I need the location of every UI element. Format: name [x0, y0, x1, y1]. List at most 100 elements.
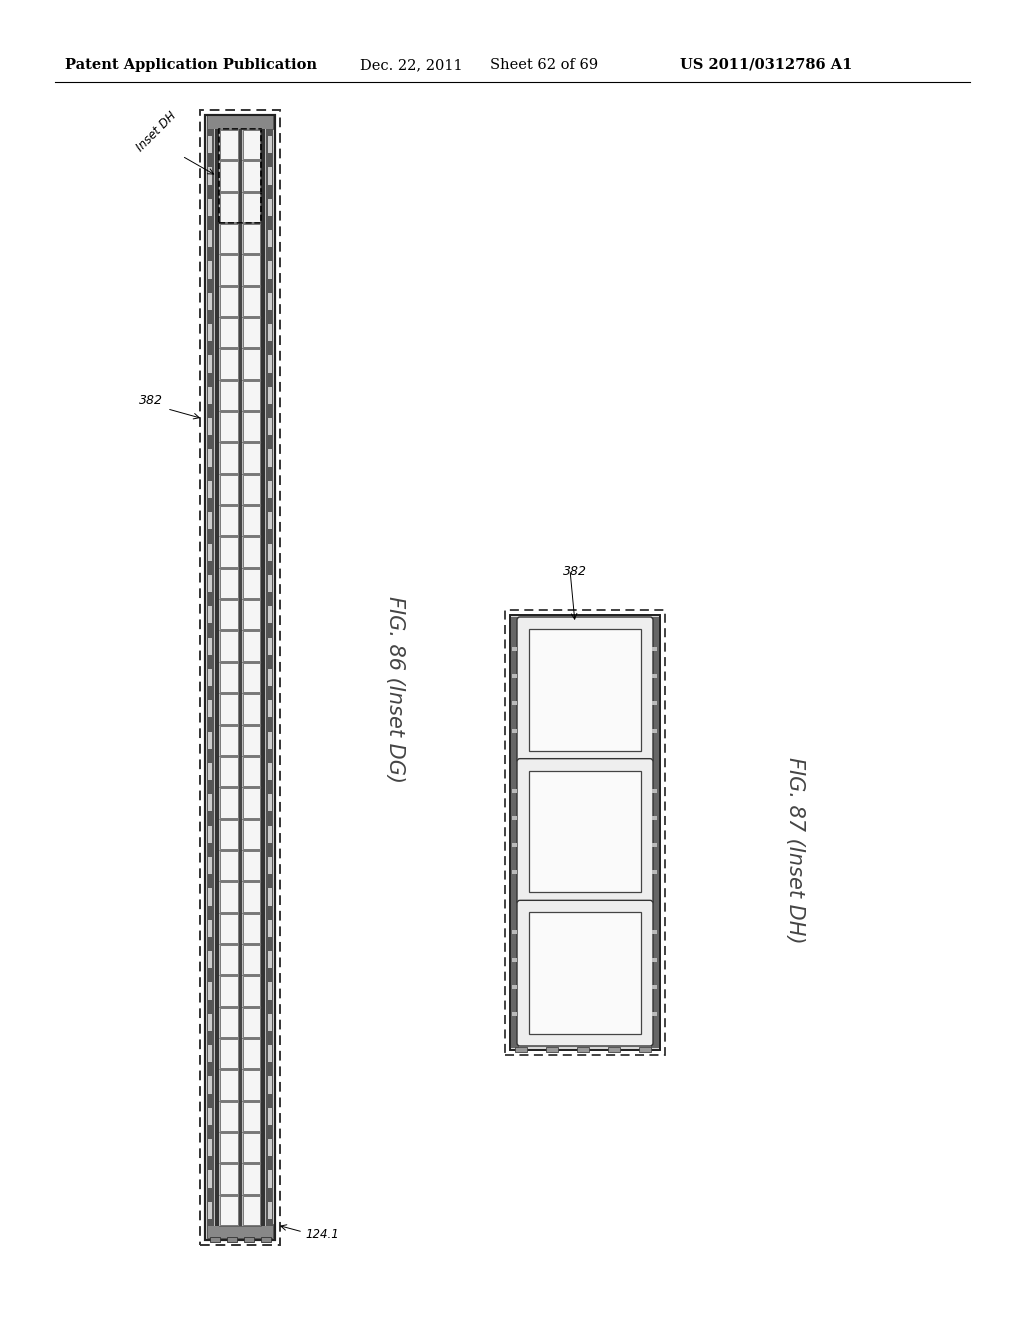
Bar [220, 350, 238, 379]
Bar [512, 647, 517, 651]
Bar [220, 631, 238, 661]
Bar [652, 701, 657, 705]
Bar [243, 601, 260, 630]
Bar [220, 601, 238, 630]
Bar [652, 789, 657, 793]
Bar [512, 843, 517, 847]
Bar [268, 825, 272, 843]
Bar [220, 318, 238, 347]
Bar [243, 945, 260, 974]
Bar [207, 115, 273, 129]
Bar [208, 700, 212, 718]
Bar [220, 224, 238, 253]
Bar [243, 1007, 260, 1038]
Bar [268, 1045, 272, 1063]
Bar [220, 1007, 238, 1038]
Bar [243, 444, 260, 473]
Bar [651, 616, 659, 1048]
Bar [243, 726, 260, 755]
Bar [268, 1014, 272, 1031]
Bar [512, 675, 517, 678]
Bar [243, 537, 260, 566]
Bar [220, 977, 238, 1006]
Bar [208, 230, 212, 247]
Text: Dec. 22, 2011: Dec. 22, 2011 [360, 58, 463, 73]
FancyBboxPatch shape [517, 616, 653, 763]
Bar [208, 418, 212, 436]
Bar [245, 1237, 254, 1242]
Bar [220, 475, 238, 504]
Text: US 2011/0312786 A1: US 2011/0312786 A1 [680, 58, 852, 73]
Bar [639, 1047, 651, 1052]
Bar [243, 193, 260, 222]
Bar [268, 982, 272, 999]
Bar [268, 480, 272, 498]
Bar [512, 985, 517, 989]
Bar [510, 615, 660, 1049]
Bar [243, 1133, 260, 1163]
Bar [652, 1012, 657, 1016]
Bar [208, 669, 212, 686]
Bar [268, 293, 272, 310]
Bar [512, 931, 517, 935]
Bar [243, 1164, 260, 1193]
Bar [512, 1012, 517, 1016]
Bar [268, 325, 272, 342]
Bar [268, 700, 272, 718]
Bar [227, 1237, 238, 1242]
Bar [268, 199, 272, 216]
Bar [220, 851, 238, 880]
Bar [268, 574, 272, 593]
Bar [220, 726, 238, 755]
Bar [268, 1139, 272, 1156]
Bar [268, 857, 272, 874]
Bar [208, 920, 212, 937]
Bar [268, 888, 272, 906]
Bar [208, 982, 212, 999]
Bar [268, 230, 272, 247]
Bar [268, 261, 272, 279]
Bar [243, 1071, 260, 1100]
Bar [220, 694, 238, 723]
Bar [208, 136, 212, 153]
Bar [208, 325, 212, 342]
Bar [208, 199, 212, 216]
Bar [268, 136, 272, 153]
Bar [243, 788, 260, 817]
Bar [208, 638, 212, 655]
Bar [243, 1196, 260, 1225]
Bar [243, 224, 260, 253]
Bar [243, 129, 260, 160]
Bar [208, 480, 212, 498]
Bar [243, 318, 260, 347]
Bar [243, 663, 260, 692]
Bar [243, 913, 260, 942]
Bar [207, 1224, 273, 1238]
Bar [207, 129, 273, 1226]
Bar [220, 882, 238, 912]
Bar [200, 110, 280, 1245]
Bar [208, 450, 212, 467]
Bar [512, 701, 517, 705]
Bar [208, 763, 212, 780]
Bar [220, 569, 238, 598]
FancyBboxPatch shape [517, 759, 653, 904]
Bar [220, 1164, 238, 1193]
Bar [208, 1076, 212, 1093]
Bar [208, 1201, 212, 1218]
Bar [268, 920, 272, 937]
Bar [652, 957, 657, 961]
Bar [510, 615, 660, 1049]
Bar [652, 816, 657, 820]
Bar [243, 694, 260, 723]
Bar [219, 129, 261, 223]
Bar [220, 193, 238, 222]
Bar [208, 1045, 212, 1063]
Bar [220, 1133, 238, 1163]
Text: 124.1: 124.1 [305, 1228, 339, 1241]
Bar [208, 261, 212, 279]
Text: Inset DH: Inset DH [134, 110, 179, 154]
Bar [208, 1014, 212, 1031]
Bar [208, 795, 212, 812]
Bar [208, 1107, 212, 1125]
